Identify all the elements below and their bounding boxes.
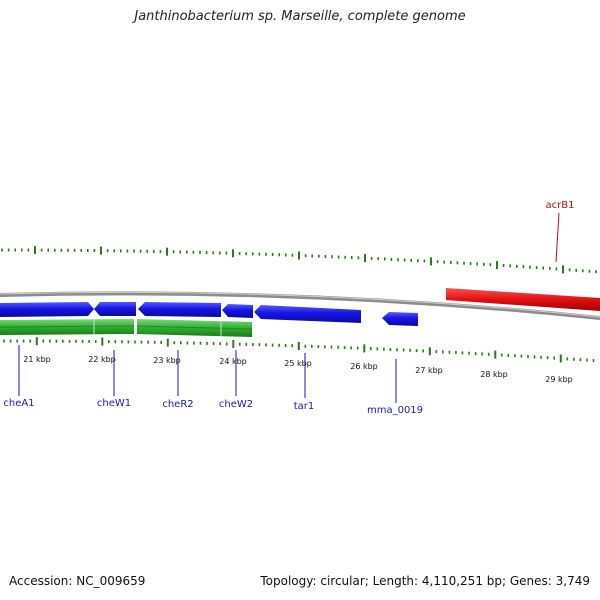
gene-arrow-cheA1[interactable] bbox=[0, 302, 94, 317]
gene-label-cheR2[interactable]: cheR2 bbox=[162, 399, 193, 410]
kbp-label: 24 kbp bbox=[219, 357, 247, 366]
kbp-label: 29 kbp bbox=[545, 375, 573, 384]
genome-backbone bbox=[0, 291, 600, 320]
gene-arrow-acrB1[interactable] bbox=[446, 288, 600, 311]
map-title: Janthinobacterium sp. Marseille, complet… bbox=[134, 9, 466, 24]
genome-summary-text: Topology: circular; Length: 4,110,251 bp… bbox=[260, 574, 590, 588]
kbp-label: 23 kbp bbox=[153, 356, 181, 365]
kbp-label: 22 kbp bbox=[88, 355, 116, 364]
upper-tick-track bbox=[1, 246, 597, 274]
gene-arrow-cheW1[interactable] bbox=[94, 302, 136, 316]
kbp-label: 27 kbp bbox=[415, 366, 443, 375]
cds-band-1-stripe bbox=[0, 325, 135, 328]
genome-backbone-highlight bbox=[0, 291, 600, 318]
kbp-label: 25 kbp bbox=[284, 359, 312, 368]
gene-label-cheA1[interactable]: cheA1 bbox=[3, 398, 34, 409]
gene-label-mma_0019[interactable]: mma_0019 bbox=[367, 405, 423, 416]
gene-arrow-tar1[interactable] bbox=[254, 305, 361, 323]
label-leader-acrB1 bbox=[555, 212, 560, 263]
lower-tick-track bbox=[3, 337, 595, 363]
cds-band-2-stripe bbox=[136, 325, 253, 330]
gene-label-cheW2[interactable]: cheW2 bbox=[219, 399, 253, 410]
gene-arrow-cheR2[interactable] bbox=[138, 302, 221, 317]
kbp-label: 28 kbp bbox=[480, 370, 508, 379]
gene-arrow-cheW2[interactable] bbox=[222, 304, 253, 318]
kbp-label: 21 kbp bbox=[23, 355, 51, 364]
kbp-label: 26 kbp bbox=[350, 362, 378, 371]
gene-arrow-mma_0019[interactable] bbox=[382, 312, 418, 326]
accession-text: Accession: NC_009659 bbox=[9, 574, 146, 588]
gene-label-cheW1[interactable]: cheW1 bbox=[97, 398, 131, 409]
gene-label-tar1[interactable]: tar1 bbox=[294, 401, 315, 412]
gene-label-acrB1[interactable]: acrB1 bbox=[546, 200, 575, 211]
